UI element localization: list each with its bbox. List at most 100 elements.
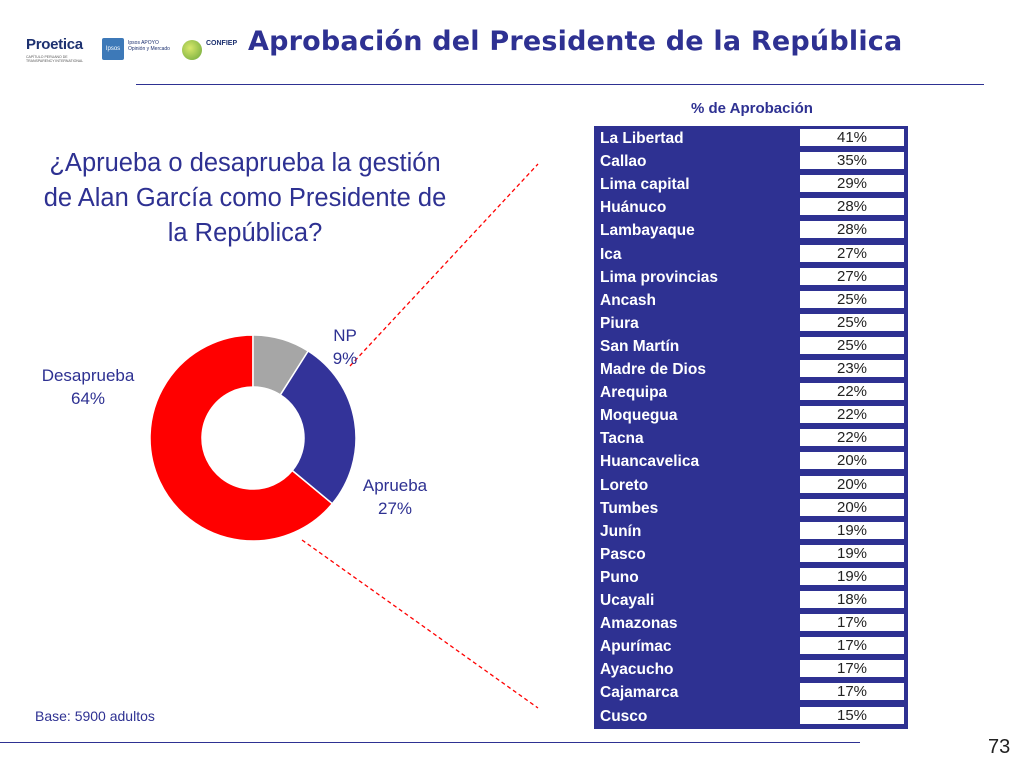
table-row: Tumbes 20% (594, 497, 908, 520)
region-name: San Martín (600, 337, 680, 355)
approval-value: 17% (800, 637, 904, 655)
approval-value: 19% (800, 521, 904, 539)
approval-value: 18% (800, 591, 904, 608)
region-name: Ancash (600, 291, 656, 309)
table-row: Callao 35% (594, 150, 908, 173)
approval-value: 22% (800, 383, 904, 401)
approval-value: 17% (800, 660, 904, 678)
table-row: Puno 19% (594, 566, 908, 589)
region-name: Cajamarca (600, 684, 679, 702)
approval-value: 19% (800, 544, 904, 562)
region-name: Lima provincias (600, 268, 719, 286)
approval-value: 17% (800, 614, 904, 632)
title-divider (136, 84, 984, 85)
table-row: Piura 25% (594, 312, 908, 335)
slice-label-desaprueba-name: Desaprueba (41, 366, 135, 385)
ipsos-logo: Ipsos Ipsos APOYO Opinión y Mercado (102, 38, 176, 68)
region-name: Piura (600, 314, 639, 332)
proetica-logo: Proetica CAPÍTULO PERUANO DE TRANSPARENC… (26, 36, 96, 72)
approval-value: 20% (800, 498, 904, 516)
region-name: Huánuco (600, 199, 667, 217)
slice-label-np: NP 9% (318, 324, 372, 370)
approval-value: 19% (800, 567, 904, 585)
region-name: Apurímac (600, 638, 672, 656)
region-name: Lima capital (600, 176, 690, 194)
slide-title: Aprobación del Presidente de la Repúblic… (248, 26, 903, 57)
approval-value: 22% (800, 406, 904, 424)
approval-value: 29% (800, 175, 904, 193)
slice-label-desaprueba-value: 64% (70, 389, 106, 408)
proetica-logo-text: Proetica (26, 36, 83, 53)
approval-value: 35% (800, 152, 904, 170)
region-name: La Libertad (600, 130, 684, 147)
table-row: Moquegua 22% (594, 404, 908, 427)
callout-line-top (349, 163, 539, 367)
region-name: Huancavelica (600, 453, 700, 471)
approval-value: 28% (800, 221, 904, 239)
approval-value: 17% (800, 683, 904, 701)
region-name: Junín (600, 522, 642, 540)
table-row: Junín 19% (594, 520, 908, 543)
region-name: Ucayali (600, 592, 655, 609)
approval-value: 28% (800, 198, 904, 216)
table-row: Cusco 15% (594, 705, 908, 728)
callout-line-bottom (301, 539, 539, 709)
table-row: Ucayali 18% (594, 589, 908, 612)
region-name: Tacna (600, 430, 644, 448)
proetica-logo-tagline: CAPÍTULO PERUANO DE TRANSPARENCY INTERNA… (26, 55, 84, 63)
table-row: Huancavelica 20% (594, 450, 908, 473)
table-row: Cajamarca 17% (594, 681, 908, 704)
table-row: La Libertad 41% (594, 127, 908, 150)
table-row: Apurímac 17% (594, 635, 908, 658)
slice-label-np-value: 9% (332, 349, 358, 368)
page-number: 73 (988, 736, 1011, 758)
approval-value: 27% (800, 267, 904, 285)
confiep-mark-icon (182, 40, 202, 60)
region-name: Ica (600, 245, 622, 263)
slice-label-aprueba-value: 27% (377, 499, 413, 518)
confiep-logo-text: CONFIEP (206, 40, 238, 47)
table-row: Tacna 22% (594, 427, 908, 450)
survey-question: ¿Aprueba o desaprueba la gestión de Alan… (43, 149, 447, 247)
region-name: Cusco (600, 707, 648, 725)
approval-value: 15% (800, 706, 904, 724)
table-row: Ica 27% (594, 243, 908, 266)
sponsor-logos: Proetica CAPÍTULO PERUANO DE TRANSPARENC… (20, 30, 242, 74)
table-row: Loreto 20% (594, 474, 908, 497)
region-name: Amazonas (600, 615, 678, 633)
region-name: Moquegua (600, 407, 678, 425)
region-name: Ayacucho (600, 661, 674, 679)
donut-slices (149, 334, 357, 542)
base-note: Base: 5900 adultos (35, 708, 155, 724)
table-row: Arequipa 22% (594, 381, 908, 404)
region-name: Madre de Dios (600, 361, 706, 378)
table-row: Huánuco 28% (594, 196, 908, 219)
donut-slice-aprueba (279, 349, 357, 505)
approval-value: 20% (800, 475, 904, 493)
confiep-logo: CONFIEP (180, 38, 242, 66)
table-row: Ayacucho 17% (594, 658, 908, 681)
approval-value: 23% (800, 360, 904, 377)
table-row: Lima provincias 27% (594, 266, 908, 289)
table-row: Lima capital 29% (594, 173, 908, 196)
region-name: Puno (600, 568, 639, 586)
slice-label-np-name: NP (333, 326, 357, 345)
region-name: Pasco (600, 545, 646, 563)
ipsos-badge-icon: Ipsos (102, 38, 124, 60)
table-row: Lambayaque 28% (594, 219, 908, 242)
approval-value: 25% (800, 313, 904, 331)
footer-divider (0, 742, 860, 743)
approval-value: 25% (800, 290, 904, 308)
approval-value: 41% (800, 129, 904, 146)
region-name: Lambayaque (600, 222, 695, 240)
donut-slice-desaprueba (149, 334, 334, 542)
table-row: Ancash 25% (594, 289, 908, 312)
table-row: San Martín 25% (594, 335, 908, 358)
table-header: % de Aprobación (691, 100, 813, 117)
table-row: Amazonas 17% (594, 612, 908, 635)
region-name: Arequipa (600, 384, 668, 402)
approval-table: La Libertad 41% Callao 35% Lima capital 29% Hu… (594, 126, 908, 729)
slice-label-desaprueba: Desaprueba 64% (28, 364, 148, 410)
ipsos-logo-text: Ipsos APOYO Opinión y Mercado (128, 40, 170, 52)
